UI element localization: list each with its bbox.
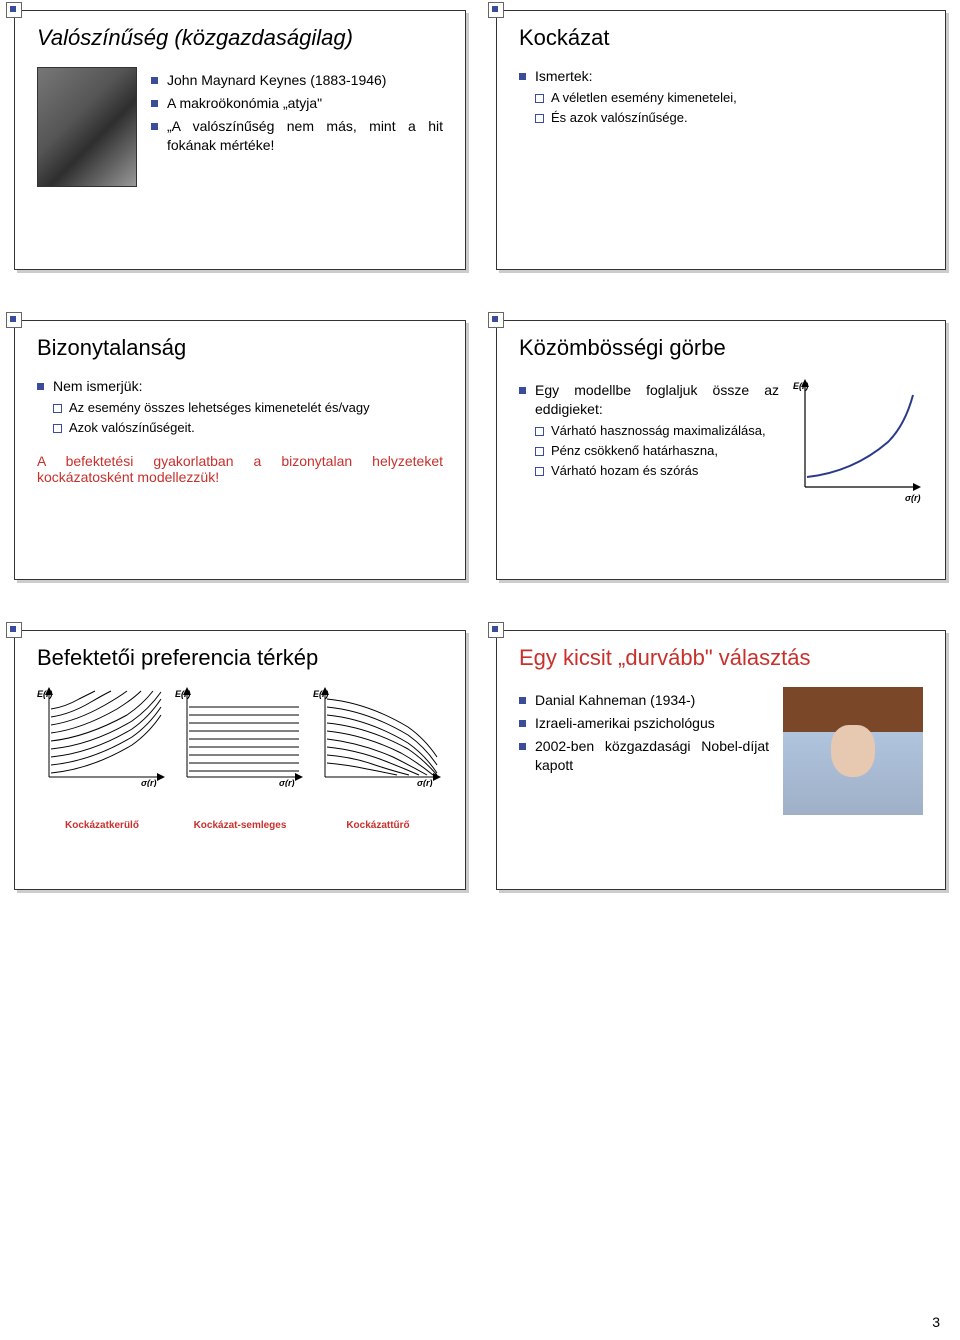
slide-title: Befektetői preferencia térkép <box>37 645 443 671</box>
corner-icon <box>6 2 22 18</box>
svg-text:E(r): E(r) <box>313 689 329 699</box>
slide-title: Bizonytalanság <box>37 335 443 361</box>
bullet: Danial Kahneman (1934-) <box>519 691 769 710</box>
svg-text:E(r): E(r) <box>37 689 53 699</box>
corner-icon <box>6 622 22 638</box>
slide-indifference-curve: Közömbösségi görbe Egy modellbe foglalju… <box>496 320 946 580</box>
slide-title: Valószínűség (közgazdaságilag) <box>37 25 443 51</box>
svg-text:σ(r): σ(r) <box>417 778 432 787</box>
bullet: Izraeli-amerikai pszichológus <box>519 714 769 733</box>
slide-grid: Valószínűség (közgazdaságilag) John Mayn… <box>14 10 946 890</box>
x-axis-label: σ(r) <box>905 493 920 503</box>
corner-icon <box>488 312 504 328</box>
sub-bullet: És azok valószínűsége. <box>535 110 923 127</box>
sub-bullet: Pénz csökkenő határhaszna, <box>535 443 779 460</box>
slide-uncertainty: Bizonytalanság Nem ismerjük: Az esemény … <box>14 320 466 580</box>
sub-bullet: Az esemény összes lehetséges kimenetelét… <box>53 400 443 417</box>
slide-title: Közömbösségi görbe <box>519 335 923 361</box>
corner-icon <box>6 312 22 328</box>
portrait-kahneman <box>783 687 923 815</box>
corner-icon <box>488 622 504 638</box>
bullet: Nem ismerjük: <box>37 377 443 396</box>
note: A befektetési gyakorlatban a bizonytalan… <box>37 453 443 485</box>
page-number: 3 <box>932 1314 940 1330</box>
chart-label: Kockázat-semleges <box>175 820 305 831</box>
bullet: Ismertek: <box>519 67 923 86</box>
chart-risk-neutral: E(r) σ(r) <box>175 687 305 831</box>
portrait-keynes <box>37 67 137 187</box>
sub-bullet: Azok valószínűségeit. <box>53 420 443 437</box>
bullet: John Maynard Keynes (1883-1946) <box>151 71 443 90</box>
chart-label: Kockázatkerülő <box>37 820 167 831</box>
bullet: 2002-ben közgazdasági Nobel-díjat kapott <box>519 737 769 775</box>
chart-risk-averse: E(r) σ(r) <box>37 687 167 831</box>
sub-bullet: A véletlen esemény kimenetelei, <box>535 90 923 107</box>
slide-title: Kockázat <box>519 25 923 51</box>
slide-risk: Kockázat Ismertek: A véletlen esemény ki… <box>496 10 946 270</box>
svg-text:σ(r): σ(r) <box>279 778 294 787</box>
chart-risk-seeking: E(r) σ(r) <box>313 687 443 831</box>
corner-icon <box>488 2 504 18</box>
slide-preference-map: Befektetői preferencia térkép E(r) σ(r) <box>14 630 466 890</box>
y-axis-label: E(r) <box>793 381 809 391</box>
svg-text:σ(r): σ(r) <box>141 778 156 787</box>
chart-label: Kockázattűrő <box>313 820 443 831</box>
bullet: A makroökonómia „atyja" <box>151 94 443 113</box>
bullet: „A valószínűség nem más, mint a hit foká… <box>151 117 443 155</box>
slide-title: Egy kicsit „durvább" választás <box>519 645 923 671</box>
indifference-chart: E(r) σ(r) <box>793 377 923 507</box>
slide-probability: Valószínűség (közgazdaságilag) John Mayn… <box>14 10 466 270</box>
sub-bullet: Várható hasznosság maximalizálása, <box>535 423 779 440</box>
bullet: Egy modellbe foglaljuk össze az eddigiek… <box>519 381 779 419</box>
svg-text:E(r): E(r) <box>175 689 191 699</box>
sub-bullet: Várható hozam és szórás <box>535 463 779 480</box>
slide-kahneman: Egy kicsit „durvább" választás Danial Ka… <box>496 630 946 890</box>
